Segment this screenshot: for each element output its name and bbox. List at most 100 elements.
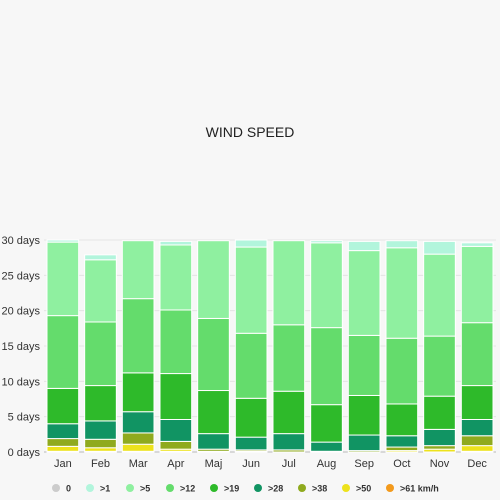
legend-item[interactable]: >1 — [86, 484, 110, 494]
legend-swatch — [342, 484, 350, 492]
bar-segment[interactable] — [423, 445, 456, 450]
legend-label: >19 — [224, 484, 239, 494]
legend-item[interactable]: 0 — [52, 484, 71, 494]
bar-segment[interactable] — [121, 240, 155, 300]
bar-segment[interactable] — [234, 436, 268, 451]
legend-label: >1 — [100, 484, 110, 494]
legend-item[interactable]: >61 km/h — [386, 484, 439, 494]
bar-segment[interactable] — [460, 245, 494, 324]
bar-segment[interactable] — [347, 394, 381, 436]
bar-segment[interactable] — [347, 434, 381, 452]
bar-segment[interactable] — [385, 446, 419, 452]
bar-segment[interactable] — [272, 324, 306, 392]
bar-segment[interactable] — [121, 298, 155, 374]
bar-segment[interactable] — [423, 395, 456, 430]
legend-swatch — [254, 484, 262, 492]
bar-stack-dec[interactable] — [460, 242, 494, 453]
bar-stack-jul[interactable] — [272, 240, 306, 453]
bar-stack-nov[interactable] — [423, 240, 456, 453]
legend-item[interactable]: >12 — [166, 484, 195, 494]
bar-segment[interactable] — [197, 390, 230, 435]
y-tick-label: 20 days — [1, 306, 40, 318]
x-tick-label: Oct — [393, 458, 410, 470]
legend-item[interactable]: >5 — [126, 484, 150, 494]
bar-stack-oct[interactable] — [385, 240, 419, 453]
legend-item[interactable]: >38 — [298, 484, 327, 494]
bar-segment[interactable] — [159, 440, 193, 450]
bar-segment[interactable] — [46, 438, 80, 447]
bar-segment[interactable] — [385, 403, 419, 437]
bar-segment[interactable] — [121, 432, 155, 445]
bar-segment[interactable] — [84, 420, 117, 440]
bar-segment[interactable] — [84, 254, 117, 261]
bar-segment[interactable] — [460, 385, 494, 420]
legend-swatch — [52, 484, 60, 492]
bar-segment[interactable] — [385, 240, 419, 249]
legend[interactable]: 0 >1 >5 >12 >19 >28 >38 >50 >61 km/h — [52, 484, 439, 494]
bar-segment[interactable] — [423, 428, 456, 447]
bar-stack-aug[interactable] — [310, 240, 343, 453]
bar-segment[interactable] — [310, 242, 343, 329]
legend-item[interactable]: >19 — [210, 484, 239, 494]
bar-segment[interactable] — [197, 240, 230, 319]
bar-segment[interactable] — [310, 240, 343, 244]
bar-segment[interactable] — [234, 239, 268, 248]
bar-segment[interactable] — [159, 240, 193, 246]
bar-segment[interactable] — [159, 373, 193, 420]
bar-segment[interactable] — [347, 250, 381, 336]
bar-segment[interactable] — [423, 253, 456, 337]
bar-segment[interactable] — [460, 435, 494, 447]
bar-segment[interactable] — [121, 411, 155, 434]
bar-segment[interactable] — [159, 244, 193, 311]
bar-segment[interactable] — [385, 247, 419, 339]
legend-swatch — [86, 484, 94, 492]
bar-segment[interactable] — [46, 241, 80, 317]
bar-segment[interactable] — [46, 315, 80, 389]
bar-stack-jan[interactable] — [46, 239, 80, 453]
bar-segment[interactable] — [385, 337, 419, 405]
bar-stack-feb[interactable] — [84, 254, 117, 453]
bar-segment[interactable] — [310, 441, 343, 452]
bar-segment[interactable] — [460, 445, 494, 452]
bar-segment[interactable] — [84, 259, 117, 323]
bar-segment[interactable] — [46, 239, 80, 243]
bar-segment[interactable] — [234, 397, 268, 438]
bar-segment[interactable] — [159, 418, 193, 442]
bar-segment[interactable] — [385, 435, 419, 448]
bar-stack-jun[interactable] — [234, 239, 268, 453]
bar-segment[interactable] — [460, 322, 494, 387]
bar-segment[interactable] — [159, 309, 193, 375]
legend-item[interactable]: >50 — [342, 484, 371, 494]
bar-stack-mar[interactable] — [121, 240, 155, 453]
bar-segment[interactable] — [121, 443, 155, 452]
bar-segment[interactable] — [423, 335, 456, 397]
bar-segment[interactable] — [423, 240, 456, 255]
bar-segment[interactable] — [272, 240, 306, 326]
x-tick-label: Dec — [467, 458, 487, 470]
bar-segment[interactable] — [310, 327, 343, 406]
bar-segment[interactable] — [347, 334, 381, 396]
bar-segment[interactable] — [46, 445, 80, 452]
bar-segment[interactable] — [460, 242, 494, 247]
y-tick-label: 5 days — [8, 412, 41, 424]
bar-segment[interactable] — [310, 404, 343, 443]
bar-segment[interactable] — [84, 438, 117, 449]
bar-segment[interactable] — [197, 433, 230, 450]
bar-segment[interactable] — [347, 240, 381, 252]
legend-item[interactable]: >28 — [254, 484, 283, 494]
bar-segment[interactable] — [46, 423, 80, 440]
bar-segment[interactable] — [234, 246, 268, 334]
bar-stack-sep[interactable] — [347, 240, 381, 453]
bar-segment[interactable] — [272, 390, 306, 435]
bar-segment[interactable] — [460, 418, 494, 437]
bar-segment[interactable] — [84, 385, 117, 422]
bar-segment[interactable] — [272, 433, 306, 451]
bar-stack-maj[interactable] — [197, 240, 230, 453]
bar-stack-apr[interactable] — [159, 240, 193, 453]
bar-segment[interactable] — [197, 317, 230, 392]
bar-segment[interactable] — [46, 387, 80, 425]
bar-segment[interactable] — [234, 332, 268, 399]
bar-segment[interactable] — [84, 447, 117, 452]
bar-segment[interactable] — [121, 372, 155, 413]
bar-segment[interactable] — [84, 321, 117, 387]
